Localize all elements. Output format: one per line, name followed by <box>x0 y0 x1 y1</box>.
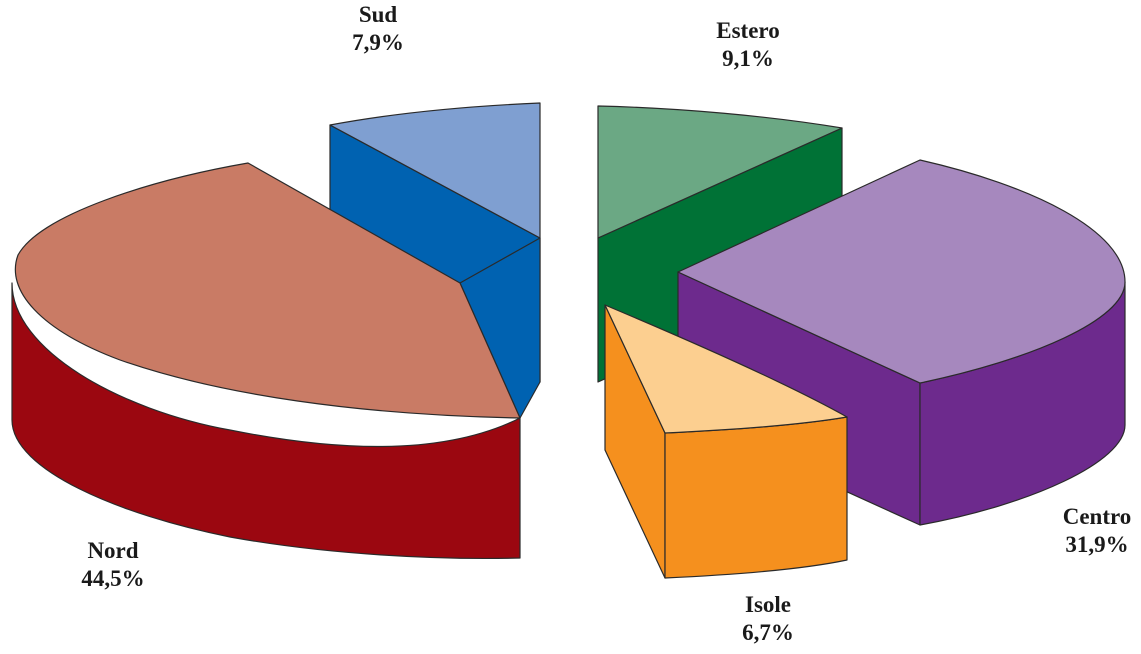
slice-side2-isole <box>664 416 848 579</box>
slice-value-estero: 9,1% <box>722 46 774 71</box>
slice-top-centro <box>677 159 1126 384</box>
slice-value-sud: 7,9% <box>352 30 404 55</box>
pie-slice-isole <box>604 304 848 579</box>
slice-value-nord: 44,5% <box>81 566 144 591</box>
slice-label-centro: Centro <box>1063 504 1132 529</box>
slice-label-sud: Sud <box>359 2 398 27</box>
slice-top-estero <box>597 105 843 239</box>
slice-side-nord <box>11 282 521 559</box>
pie-labels: Nord 44,5% Sud 7,9% Estero 9,1% Centro 31,9% Iso… <box>81 2 1131 645</box>
slice-value-isole: 6,7% <box>742 620 794 645</box>
slice-value-centro: 31,9% <box>1065 532 1128 557</box>
pie-slices <box>11 102 1126 579</box>
slice-label-isole: Isole <box>745 592 791 617</box>
slice-label-nord: Nord <box>87 538 138 563</box>
slice-top-nord <box>14 162 521 419</box>
pie-slice-nord <box>11 162 521 559</box>
slice-label-estero: Estero <box>716 18 779 43</box>
slice-top-isole <box>604 304 848 434</box>
slice-top-sud <box>329 102 541 239</box>
pie-slice-sud <box>329 102 541 419</box>
